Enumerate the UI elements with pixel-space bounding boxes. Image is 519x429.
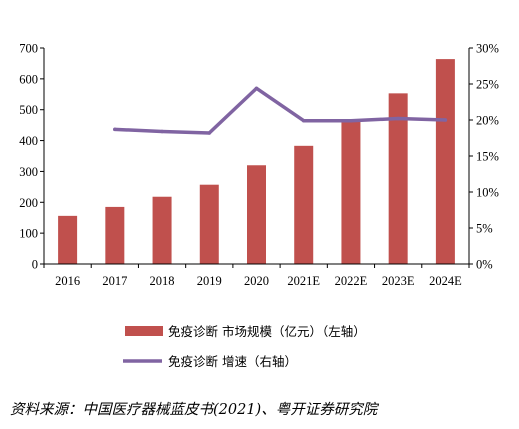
source-note: 资料来源：中国医疗器械蓝皮书(2021)、粤开证券研究院 <box>10 402 378 418</box>
legend-swatch-bar <box>125 326 163 336</box>
right-tick-label: 20% <box>476 114 499 128</box>
right-tick-label: 5% <box>476 222 493 236</box>
left-tick-label: 200 <box>19 196 38 210</box>
growth-point-2017 <box>113 127 117 132</box>
right-tick-label: 30% <box>476 42 499 56</box>
left-tick-label: 0 <box>32 258 38 272</box>
growth-point-2023E <box>396 116 400 121</box>
right-tick-label: 25% <box>476 78 499 92</box>
bar-2016 <box>58 215 78 264</box>
growth-point-2022E <box>349 118 353 123</box>
x-tick-label: 2023E <box>382 274 415 288</box>
bar-2020 <box>247 165 266 264</box>
growth-point-2019 <box>207 131 212 135</box>
bar-2017 <box>105 206 125 264</box>
right-tick-label: 0% <box>476 258 493 272</box>
left-axis-ticks: 0 100 200 300 400 500 600 700 <box>19 42 44 272</box>
x-axis-ticks: 2016 2017 2018 2019 2020 2021E 2022E 2023E 2024E <box>43 264 470 288</box>
growth-line <box>113 86 448 135</box>
bar-2023E <box>388 93 408 264</box>
left-tick-label: 100 <box>19 227 38 241</box>
legend-label-bar: 免疫诊断 市场规模（亿元）（左轴） <box>168 324 366 339</box>
x-tick-label: 2022E <box>335 274 368 288</box>
x-tick-label: 2018 <box>150 274 175 288</box>
left-tick-label: 500 <box>19 103 38 117</box>
bar-2024E <box>435 59 455 264</box>
bar-2019 <box>199 184 219 264</box>
legend-label-line: 免疫诊断 增速（右轴） <box>168 354 297 369</box>
bar-series <box>58 59 455 264</box>
x-tick-label: 2021E <box>287 274 320 288</box>
legend: 免疫诊断 市场规模（亿元）（左轴） 免疫诊断 增速（右轴） <box>123 324 366 369</box>
bar-2022E <box>341 121 361 264</box>
growth-point-2021E <box>301 118 306 123</box>
right-tick-label: 10% <box>476 186 499 200</box>
bar-2018 <box>152 196 172 264</box>
growth-point-2020 <box>254 86 259 91</box>
growth-point-2018 <box>160 129 164 134</box>
x-tick-label: 2020 <box>244 274 269 288</box>
x-tick-label: 2016 <box>55 274 80 288</box>
left-tick-label: 400 <box>19 134 38 148</box>
right-axis-ticks: 0% 5% 10% 15% 20% 25% 30% <box>469 42 499 272</box>
growth-point-2024E <box>443 118 448 122</box>
left-tick-label: 300 <box>19 165 38 179</box>
right-tick-label: 15% <box>476 150 499 164</box>
bar-2021E <box>294 145 314 264</box>
left-tick-label: 600 <box>19 72 38 86</box>
left-tick-label: 700 <box>19 42 38 56</box>
x-tick-label: 2017 <box>102 274 127 288</box>
x-tick-label: 2024E <box>429 274 462 288</box>
x-tick-label: 2019 <box>197 274 222 288</box>
growth-line-series <box>113 86 448 135</box>
